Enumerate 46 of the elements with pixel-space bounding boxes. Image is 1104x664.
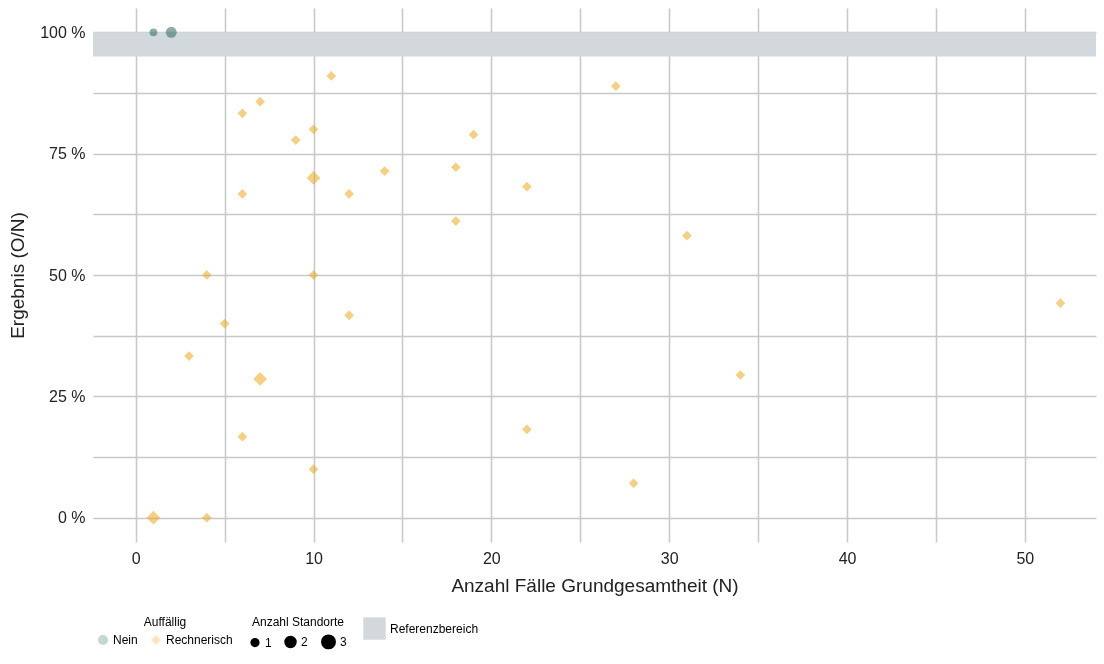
point: [308, 464, 319, 475]
point: [326, 71, 337, 81]
x-tick-label: 20: [482, 549, 501, 567]
point: [1055, 298, 1066, 309]
point: [237, 431, 248, 442]
point: [201, 270, 212, 280]
point: [735, 370, 746, 380]
y-tick-label: 75 %: [49, 145, 86, 163]
y-tick-label: 0 %: [57, 509, 86, 527]
point: [610, 81, 621, 92]
y-tick-label: 25 %: [49, 387, 86, 405]
point: [628, 478, 639, 489]
legend-label: Nein: [113, 633, 138, 647]
point: [379, 166, 390, 176]
point: [682, 230, 692, 241]
point: [344, 189, 354, 199]
point: [308, 270, 319, 280]
text: Anzahl Standorte: [251, 615, 345, 629]
x-tick-label: 40: [838, 549, 857, 567]
point: [344, 310, 354, 321]
point: [450, 162, 461, 173]
point: [237, 108, 248, 119]
legend-title: Auffällig: [143, 615, 187, 629]
y-tick-label: 50 %: [49, 266, 86, 284]
point: [201, 512, 212, 523]
legend-label: Referenzbereich: [390, 621, 479, 636]
x-axis-title: Anzahl Fälle Grundgesamtheit (N): [451, 574, 739, 596]
point: [165, 26, 177, 38]
legend-label: Rechnerisch: [166, 633, 233, 647]
point: [522, 181, 532, 192]
point: [450, 216, 461, 226]
x-tick-label: 30: [660, 549, 679, 567]
x-tick-label: 0: [131, 549, 141, 567]
point: [522, 424, 532, 435]
legend-label: 2: [301, 635, 308, 650]
point: [255, 96, 266, 107]
legend-label: 1: [265, 635, 272, 650]
legend-label: 3: [340, 634, 347, 649]
point: [149, 28, 158, 37]
point: [290, 135, 301, 145]
y-axis-title: Ergebnis (O/N): [7, 212, 29, 339]
y-tick-label: 100 %: [40, 23, 86, 41]
x-tick-label: 10: [305, 549, 324, 567]
x-tick-label: 50: [1016, 549, 1035, 567]
point: [237, 189, 248, 199]
point: [468, 129, 479, 140]
